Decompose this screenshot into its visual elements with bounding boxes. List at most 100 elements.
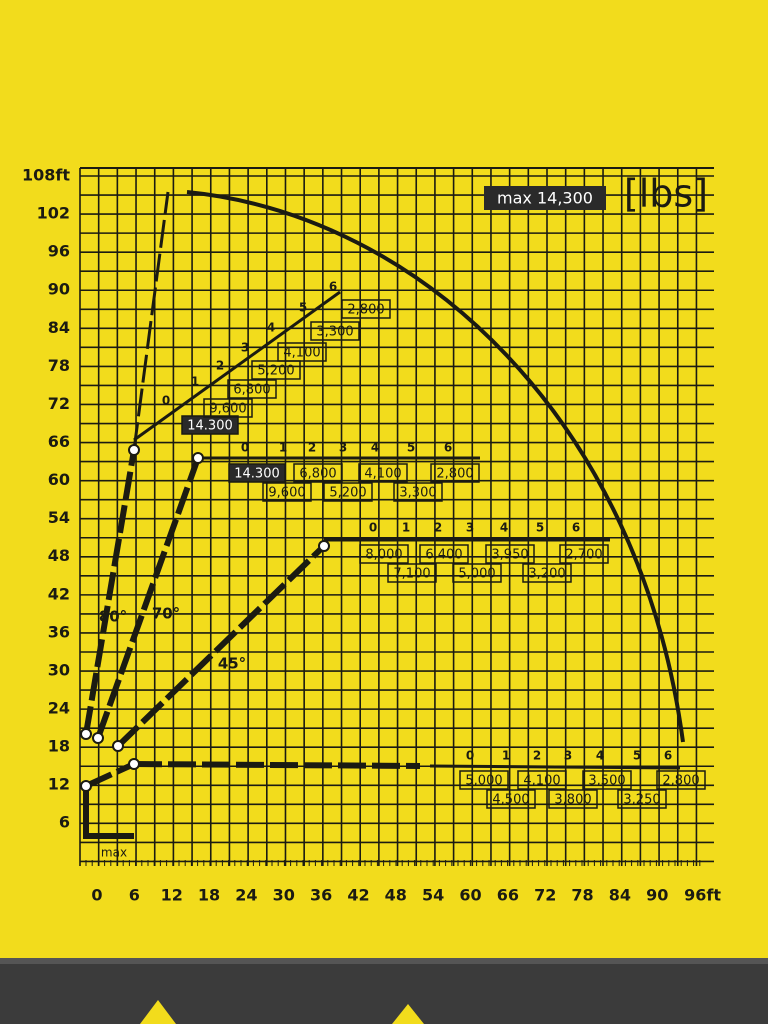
x-axis-label: 24 <box>235 886 257 905</box>
load-value: 4,100 <box>283 346 320 361</box>
load-value: 4,500 <box>492 793 529 808</box>
load-box <box>430 463 480 483</box>
y-axis-label: 72 <box>48 394 70 413</box>
load-value: 5,200 <box>329 486 366 501</box>
position-label: 5 <box>633 749 641 763</box>
x-axis-label: 96ft <box>684 886 721 905</box>
load-value: 3,300 <box>399 486 436 501</box>
load-value: 4,100 <box>523 774 560 789</box>
position-label: 3 <box>564 749 572 763</box>
position-label: 5 <box>536 521 544 535</box>
load-box <box>517 770 567 790</box>
position-label: 6 <box>444 441 452 455</box>
load-box <box>617 789 667 809</box>
position-label: 4 <box>371 441 379 455</box>
x-axis-label: 78 <box>571 886 593 905</box>
position-label: 2 <box>533 749 541 763</box>
load-box <box>277 342 327 362</box>
load-value: 4,100 <box>364 467 401 482</box>
position-label: 1 <box>279 441 287 455</box>
y-axis-label: 48 <box>48 546 70 565</box>
x-axis-label: 60 <box>459 886 481 905</box>
load-box <box>227 379 277 399</box>
position-label: 4 <box>596 749 604 763</box>
y-axis-label: 84 <box>48 318 70 337</box>
position-label: 6 <box>329 280 337 294</box>
load-value: 14.300 <box>187 419 233 434</box>
load-box <box>251 360 301 380</box>
x-axis-label: 84 <box>609 886 631 905</box>
x-axis-label: 42 <box>347 886 369 905</box>
y-axis-label: 66 <box>48 432 70 451</box>
frame-edge <box>0 958 768 964</box>
load-box <box>559 544 609 564</box>
position-label: 1 <box>502 749 510 763</box>
y-axis-label: 30 <box>48 660 70 679</box>
load-value: 2,800 <box>436 467 473 482</box>
y-axis-label: 18 <box>48 737 70 756</box>
x-axis-label: 54 <box>422 886 444 905</box>
load-box <box>203 398 253 418</box>
max-badge-text: max 14,300 <box>497 189 593 208</box>
footer-label: max <box>101 846 127 860</box>
position-label: 0 <box>241 441 249 455</box>
x-axis-label: 66 <box>497 886 519 905</box>
load-box <box>582 770 632 790</box>
load-value: 3,250 <box>623 793 660 808</box>
load-box <box>323 482 373 502</box>
angle-label: 45° <box>218 655 246 673</box>
load-value: 7,100 <box>393 567 430 582</box>
x-axis-label: 36 <box>310 886 332 905</box>
x-axis-label: 0 <box>91 886 102 905</box>
x-axis-label: 90 <box>646 886 668 905</box>
y-axis-label: 108ft <box>22 166 70 185</box>
y-axis-label: 6 <box>59 813 70 832</box>
x-axis-label: 30 <box>273 886 295 905</box>
position-label: 5 <box>299 301 307 315</box>
load-box <box>359 544 409 564</box>
load-box <box>452 563 502 583</box>
position-label: 4 <box>500 521 508 535</box>
position-label: 0 <box>369 521 377 535</box>
position-label: 0 <box>162 394 170 408</box>
load-value: 9,600 <box>209 402 246 417</box>
load-box <box>262 482 312 502</box>
y-axis-label: 24 <box>48 698 70 717</box>
load-value: 5,000 <box>458 567 495 582</box>
position-label: 3 <box>466 521 474 535</box>
position-label: 6 <box>572 521 580 535</box>
load-box <box>522 563 572 583</box>
load-value: 6,400 <box>425 548 462 563</box>
load-value: 6,800 <box>233 383 270 398</box>
load-value: 8,000 <box>365 548 402 563</box>
load-box <box>393 482 443 502</box>
position-label: 2 <box>434 521 442 535</box>
load-box <box>419 544 469 564</box>
position-label: 3 <box>339 441 347 455</box>
load-box <box>228 463 286 483</box>
load-value: 3,800 <box>554 793 591 808</box>
load-box <box>341 299 391 319</box>
x-axis-label: 12 <box>161 886 183 905</box>
grid <box>79 167 714 866</box>
position-label: 1 <box>191 375 199 389</box>
load-value: 3,200 <box>528 567 565 582</box>
load-box <box>548 789 598 809</box>
y-axis-label: 12 <box>48 775 70 794</box>
load-box <box>181 415 239 435</box>
y-axis-label: 90 <box>48 280 70 299</box>
position-label: 1 <box>402 521 410 535</box>
load-value: 3,950 <box>491 548 528 563</box>
load-box <box>656 770 706 790</box>
x-axis-label: 72 <box>534 886 556 905</box>
load-box <box>485 544 535 564</box>
position-label: 5 <box>407 441 415 455</box>
position-label: 2 <box>308 441 316 455</box>
load-value: 3,300 <box>316 325 353 340</box>
y-axis-label: 96 <box>48 242 70 261</box>
position-label: 2 <box>216 359 224 373</box>
y-axis-label: 60 <box>48 470 70 489</box>
load-box <box>310 321 360 341</box>
